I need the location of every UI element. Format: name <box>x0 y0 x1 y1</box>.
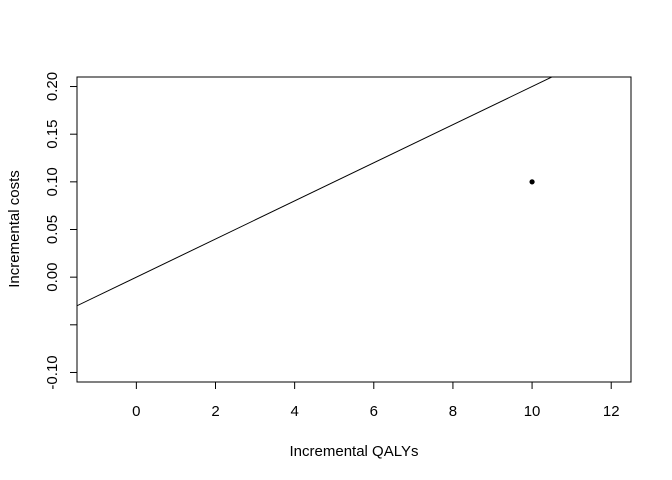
x-tick-label: 2 <box>211 403 219 420</box>
y-tick-label: 0.20 <box>44 72 61 101</box>
x-tick-label: 12 <box>603 403 620 420</box>
x-tick-label: 6 <box>370 403 378 420</box>
x-tick-label: 8 <box>449 403 457 420</box>
x-tick-label: 0 <box>132 403 140 420</box>
x-axis-title: Incremental QALYs <box>290 443 419 460</box>
x-tick-label: 10 <box>524 403 541 420</box>
plot-frame <box>76 76 632 383</box>
y-axis-title: Incremental costs <box>6 170 23 288</box>
threshold-line <box>77 77 554 307</box>
y-axis: -0.10 0.00 0.05 0.10 0.15 0.20 <box>44 72 78 390</box>
y-tick-label: 0.10 <box>44 167 61 196</box>
plot-area <box>77 77 554 307</box>
y-tick-label: 0.00 <box>44 263 61 292</box>
y-tick-label: -0.10 <box>44 355 61 389</box>
y-tick-label: 0.05 <box>44 215 61 244</box>
x-tick-label: 4 <box>290 403 298 420</box>
data-point <box>529 179 535 185</box>
x-axis: 0 2 4 6 8 10 12 <box>132 381 620 420</box>
y-tick-label: 0.15 <box>44 120 61 149</box>
